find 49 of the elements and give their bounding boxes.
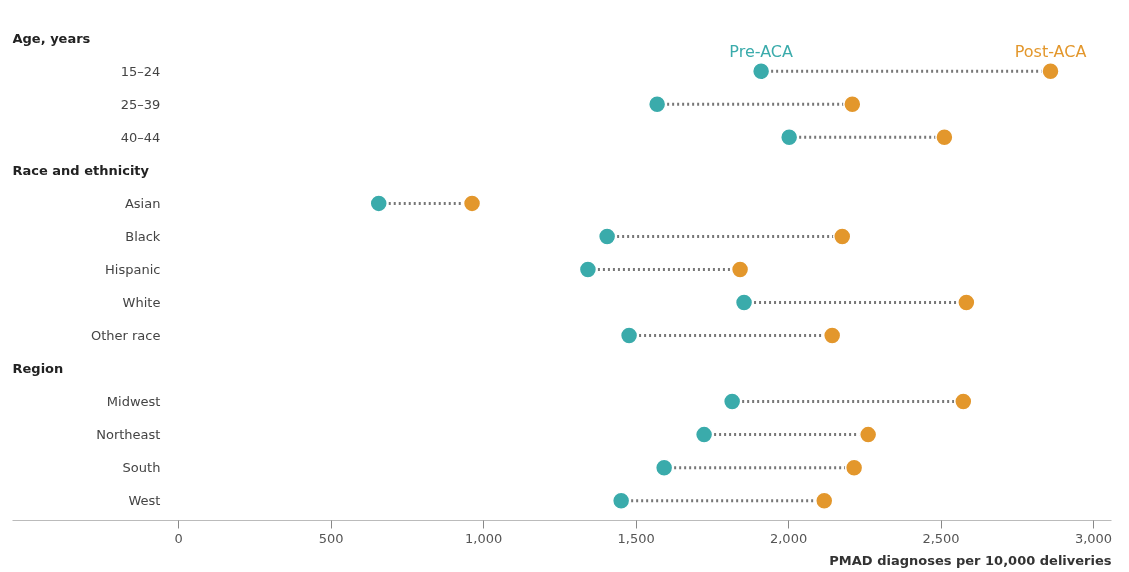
y-tick-label: Race and ethnicity (12, 162, 150, 178)
y-tick-label: Hispanic (105, 261, 161, 277)
point (954, 392, 973, 411)
point (832, 227, 852, 246)
x-tick-label: 2,000 (769, 530, 808, 546)
point (843, 95, 862, 114)
y-tick-label: 15–24 (120, 63, 161, 79)
x-axis-title: PMAD diagnoses per 10,000 deliveries (829, 552, 1112, 568)
point (957, 293, 976, 312)
point (822, 326, 842, 345)
x-tick-label: 2,500 (922, 530, 960, 546)
point (578, 260, 598, 279)
x-tick-label: 500 (318, 530, 344, 546)
point (844, 458, 864, 477)
point (751, 62, 771, 81)
point (1041, 62, 1060, 81)
y-tick-label: Midwest (106, 394, 161, 410)
y-tick-label: Region (12, 361, 64, 377)
x-tick-label: 1,000 (465, 530, 503, 546)
point (815, 491, 834, 510)
point (647, 95, 667, 114)
y-tick-label: Age, years (12, 30, 91, 46)
point (597, 227, 617, 246)
series-label: Post-ACA (1014, 41, 1087, 61)
y-tick-label: Other race (90, 328, 161, 344)
point (722, 392, 742, 411)
x-tick-label: 0 (174, 530, 183, 546)
y-tick-label: 40–44 (120, 129, 161, 145)
point (779, 128, 799, 147)
x-tick-label: 1,500 (617, 530, 655, 546)
y-tick-label: Asian (124, 195, 161, 211)
y-tick-label: Northeast (96, 427, 161, 443)
point (858, 425, 878, 444)
y-tick-label: West (128, 493, 161, 509)
point (730, 260, 750, 279)
series-label: Pre-ACA (729, 41, 793, 61)
y-tick-label: South (122, 460, 161, 476)
point (935, 128, 954, 147)
point (611, 491, 631, 510)
y-tick-label: 25–39 (120, 96, 161, 112)
point (619, 326, 639, 345)
y-tick-label: Black (125, 228, 161, 244)
x-tick-label: 3,000 (1074, 530, 1113, 546)
y-tick-label: White (122, 294, 161, 310)
point (694, 425, 714, 444)
point (654, 458, 674, 477)
point (369, 194, 388, 213)
point (462, 194, 482, 213)
point (734, 293, 754, 312)
